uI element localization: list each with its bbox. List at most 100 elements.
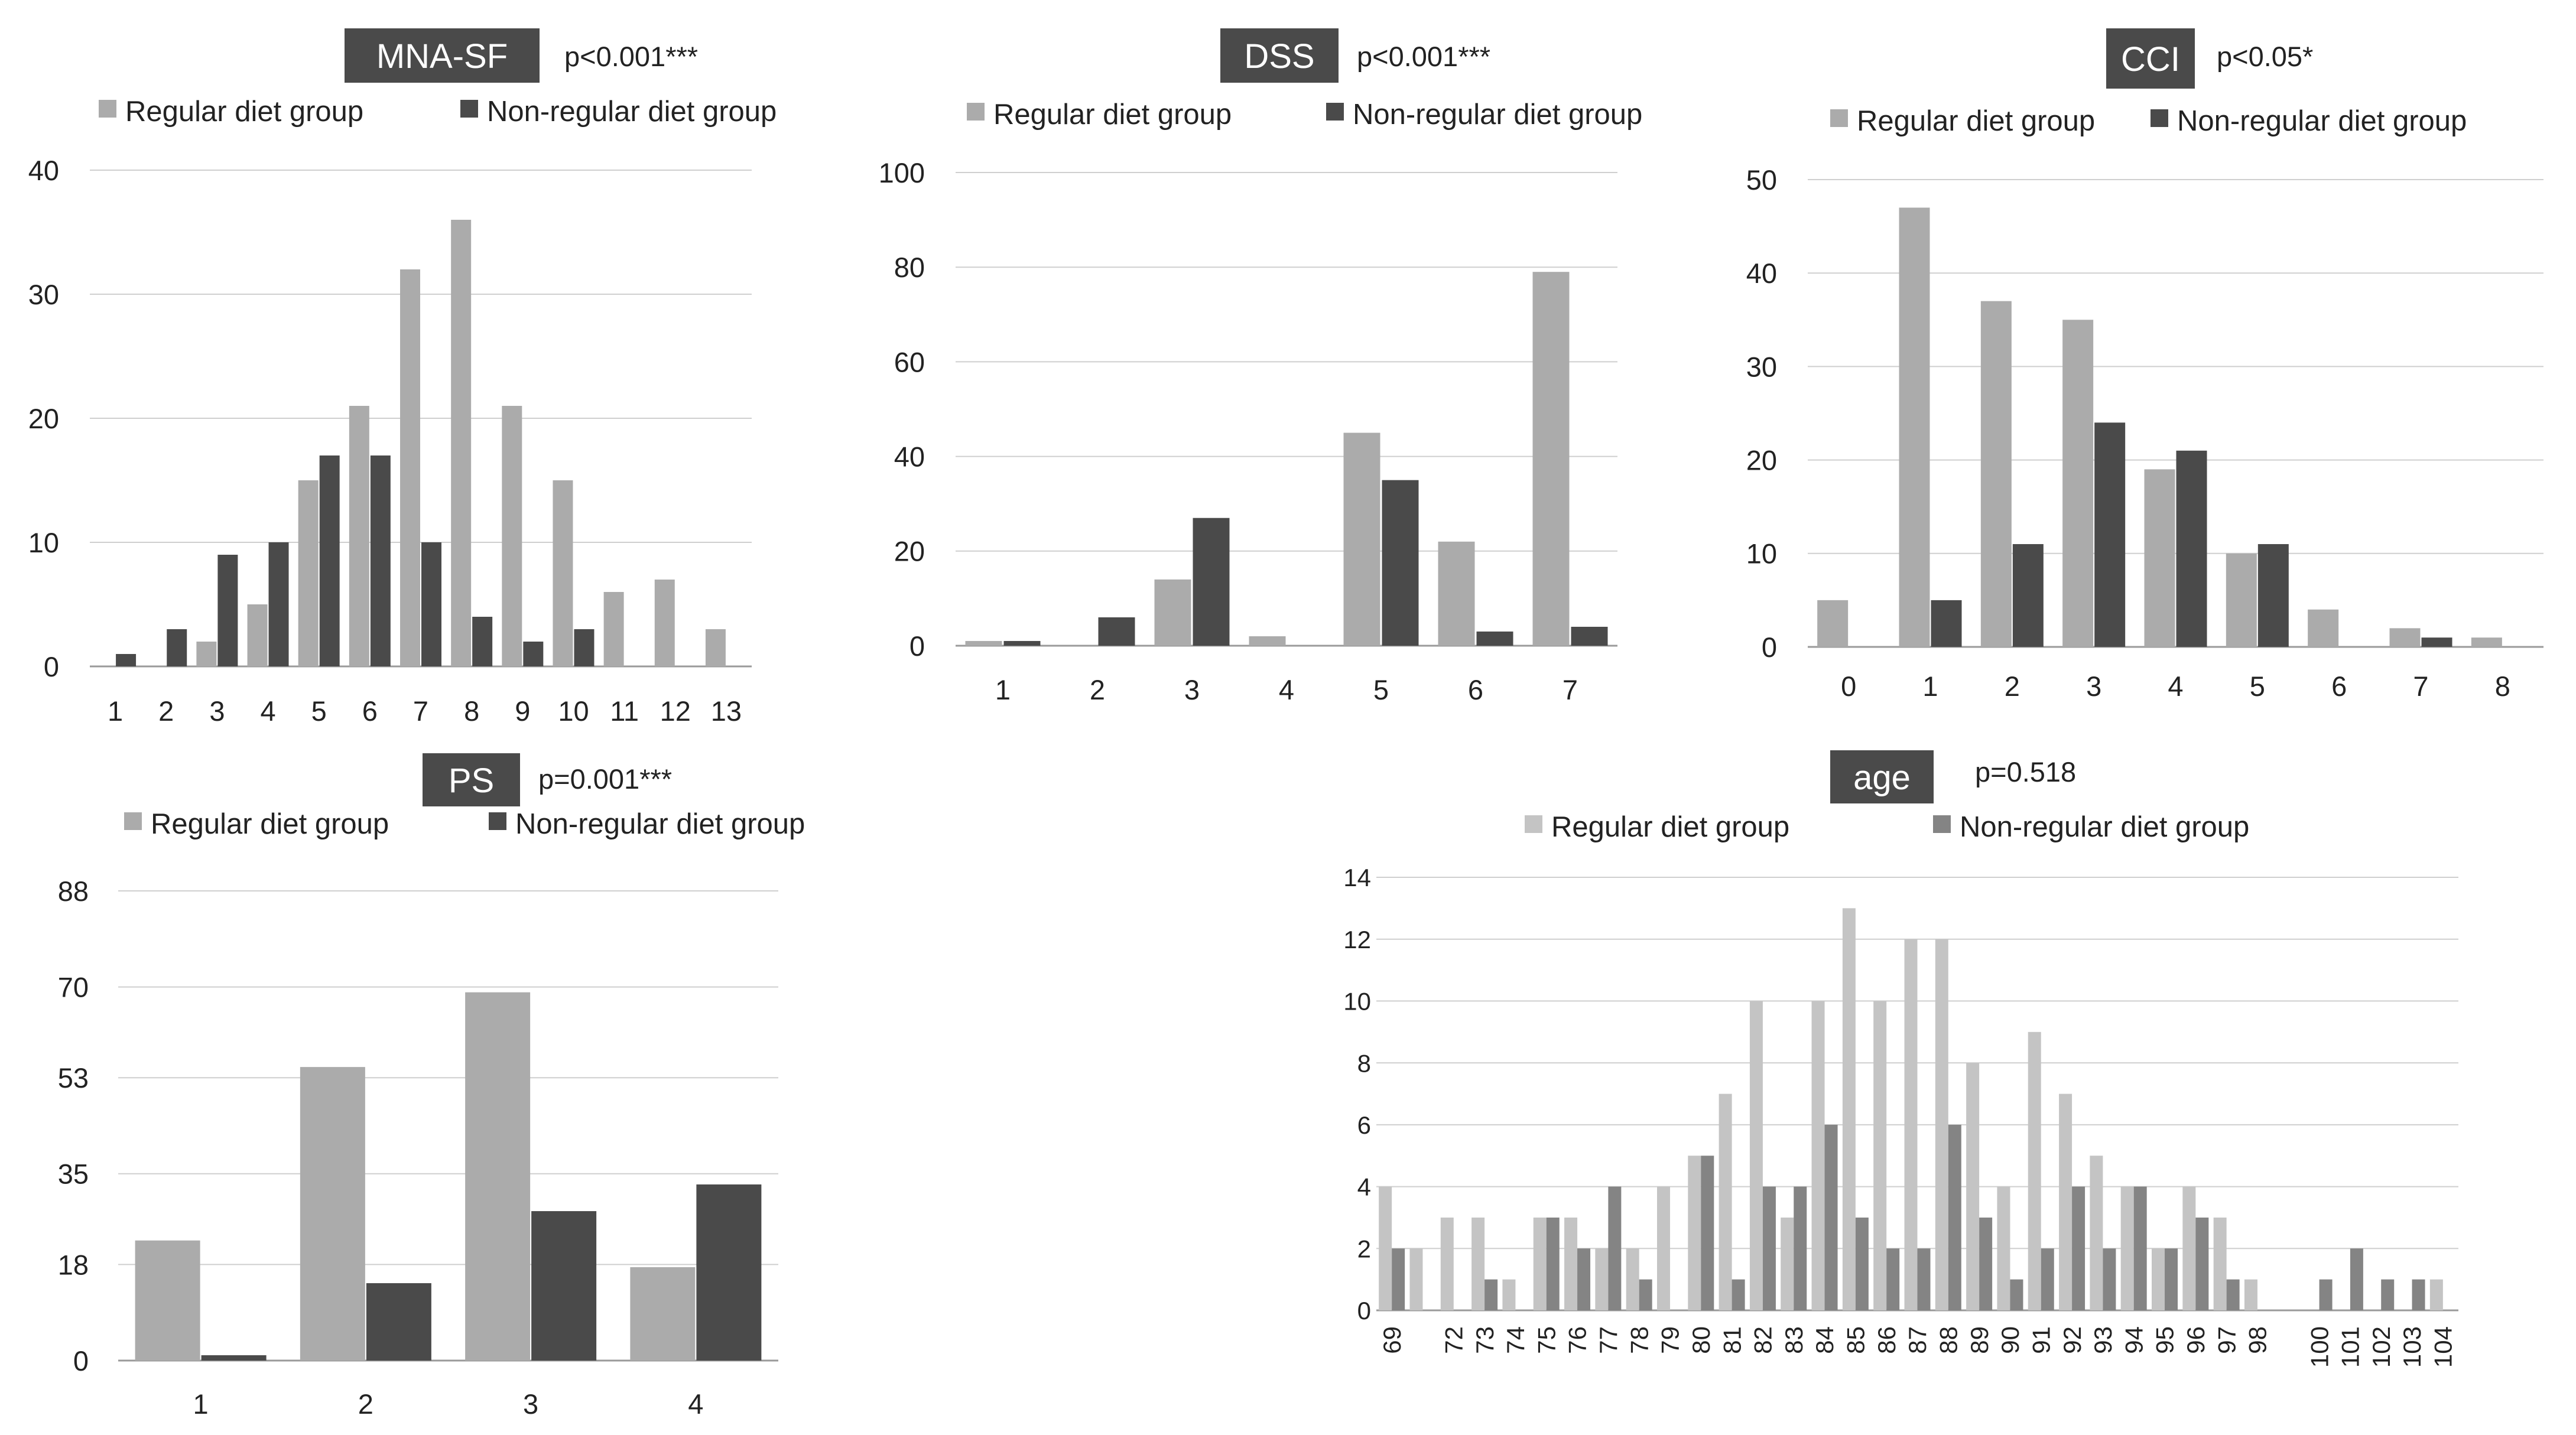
age-legend-label-nonregular: Non-regular diet group	[1960, 811, 2249, 843]
dss-bar-regular	[1154, 579, 1191, 646]
ps-title: PS	[449, 762, 494, 800]
cci-xtick-label: 0	[1841, 671, 1856, 702]
age-xtick-label: 104	[2429, 1326, 2457, 1368]
age-xtick-label: 98	[2244, 1326, 2272, 1354]
age-xtick-label: 101	[2337, 1326, 2364, 1368]
cci-bar-regular	[2062, 320, 2094, 647]
age-bar-nonregular	[1917, 1248, 1931, 1310]
age-bar-nonregular	[2319, 1279, 2333, 1310]
age-xtick-label: 94	[2120, 1326, 2148, 1354]
cci-xtick-label: 4	[2168, 671, 2183, 702]
dss-legend-label-nonregular: Non-regular diet group	[1353, 99, 1642, 131]
ps-ytick-label: 18	[58, 1249, 89, 1280]
dss-bar-nonregular	[1571, 626, 1608, 646]
mna-bar-nonregular	[472, 617, 493, 666]
age-title-badge	[1830, 750, 1934, 803]
cci-xtick-label: 5	[2250, 671, 2265, 702]
age-bar-nonregular	[2165, 1248, 2178, 1310]
ps-xtick-label: 4	[688, 1388, 703, 1420]
dss-title-badge	[1220, 28, 1339, 83]
age-bar-regular	[1595, 1248, 1609, 1310]
cci-bar-regular	[2471, 637, 2502, 647]
cci-xtick-label: 6	[2331, 671, 2347, 702]
mna-title-badge	[345, 28, 540, 83]
age-bar-nonregular	[2010, 1279, 2023, 1310]
dss-legend-swatch-regular	[967, 103, 985, 121]
age-bar-nonregular	[2226, 1279, 2240, 1310]
age-xtick-label: 89	[1966, 1326, 1993, 1354]
age-xtick-label: 75	[1532, 1326, 1560, 1354]
dss-xtick-label: 2	[1090, 674, 1105, 705]
ps-bar-nonregular	[696, 1184, 762, 1361]
ps-title-badge	[423, 753, 520, 806]
cci-legend-swatch-nonregular	[2151, 109, 2168, 127]
age-legend-swatch-regular	[1525, 815, 1542, 833]
dss-chart: DSS p<0.001*** Regular diet group Non-regul…	[879, 28, 1642, 705]
age-xtick-label: 100	[2305, 1326, 2333, 1368]
ps-ytick-label: 35	[58, 1159, 89, 1190]
ps-bar-regular	[300, 1067, 365, 1361]
mna-xtick-label: 4	[260, 695, 275, 727]
cci-bar-regular	[2308, 609, 2339, 647]
dss-ytick-label: 40	[894, 441, 925, 473]
cci-bar-regular	[2226, 553, 2257, 647]
dss-bar-regular	[965, 640, 1002, 646]
age-xtick-label: 84	[1811, 1326, 1838, 1354]
cci-bar-regular	[1899, 207, 1930, 647]
mna-bar-regular	[603, 592, 624, 666]
ps-ytick-label: 88	[58, 876, 89, 907]
dss-bar-nonregular	[1382, 480, 1419, 646]
dss-ytick-label: 20	[894, 536, 925, 567]
dss-bar-regular	[1532, 272, 1570, 646]
mna-chart: MNA-SF p<0.001*** Regular diet group Non-re…	[28, 28, 777, 727]
mna-bar-nonregular	[167, 629, 187, 666]
ps-bar-regular	[465, 992, 531, 1361]
age-ytick-label: 0	[1357, 1297, 1371, 1325]
age-bar-regular	[1781, 1217, 1794, 1310]
cci-bar-regular	[1980, 301, 2012, 647]
mna-ytick-label: 30	[28, 279, 59, 310]
dss-title: DSS	[1244, 37, 1314, 76]
age-xtick-label: 90	[1996, 1326, 2024, 1354]
age-bar-nonregular	[1546, 1217, 1560, 1310]
dss-bar-regular	[1343, 432, 1380, 646]
cci-bar-regular	[2389, 628, 2421, 647]
cci-bar-regular	[1817, 600, 1849, 647]
age-bar-nonregular	[1979, 1217, 1993, 1310]
age-ytick-label: 2	[1357, 1235, 1371, 1262]
mna-xtick-label: 12	[660, 695, 691, 727]
age-bar-nonregular	[2041, 1248, 2054, 1310]
age-xtick-label: 88	[1935, 1326, 1963, 1354]
age-xtick-label: 102	[2367, 1326, 2395, 1368]
age-xtick-label: 72	[1440, 1326, 1467, 1354]
cci-title-badge	[2106, 28, 2195, 89]
mna-bar-nonregular	[217, 555, 238, 666]
age-bar-regular	[2213, 1217, 2227, 1310]
mna-legend-label-nonregular: Non-regular diet group	[487, 96, 777, 128]
age-bar-regular	[1997, 1186, 2010, 1310]
age-bar-nonregular	[2103, 1248, 2116, 1310]
ps-xtick-label: 2	[358, 1388, 373, 1420]
mna-xtick-label: 5	[311, 695, 327, 727]
age-bar-regular	[1966, 1063, 1980, 1310]
age-chart: age p=0.518 Regular diet group Non-regular …	[1343, 750, 2458, 1368]
mna-xtick-label: 13	[711, 695, 742, 727]
mna-bar-nonregular	[523, 642, 544, 666]
ps-legend-label-nonregular: Non-regular diet group	[515, 808, 805, 840]
cci-xtick-label: 1	[1922, 671, 1938, 702]
age-bar-regular	[1409, 1248, 1423, 1310]
mna-xtick-label: 7	[413, 695, 428, 727]
mna-title: MNA-SF	[376, 37, 508, 76]
age-bar-regular	[1626, 1248, 1639, 1310]
mna-bar-regular	[502, 406, 522, 666]
age-xtick-label: 81	[1718, 1326, 1746, 1354]
age-legend-label-regular: Regular diet group	[1551, 811, 1789, 843]
mna-ytick-label: 40	[28, 155, 59, 186]
age-xtick-label: 92	[2058, 1326, 2086, 1354]
age-bar-regular	[1564, 1217, 1578, 1310]
mna-bar-nonregular	[370, 455, 391, 666]
age-xtick-label: 85	[1842, 1326, 1870, 1354]
age-bar-nonregular	[1794, 1186, 1807, 1310]
age-xtick-label: 80	[1687, 1326, 1715, 1354]
cci-bar-nonregular	[2257, 544, 2289, 647]
